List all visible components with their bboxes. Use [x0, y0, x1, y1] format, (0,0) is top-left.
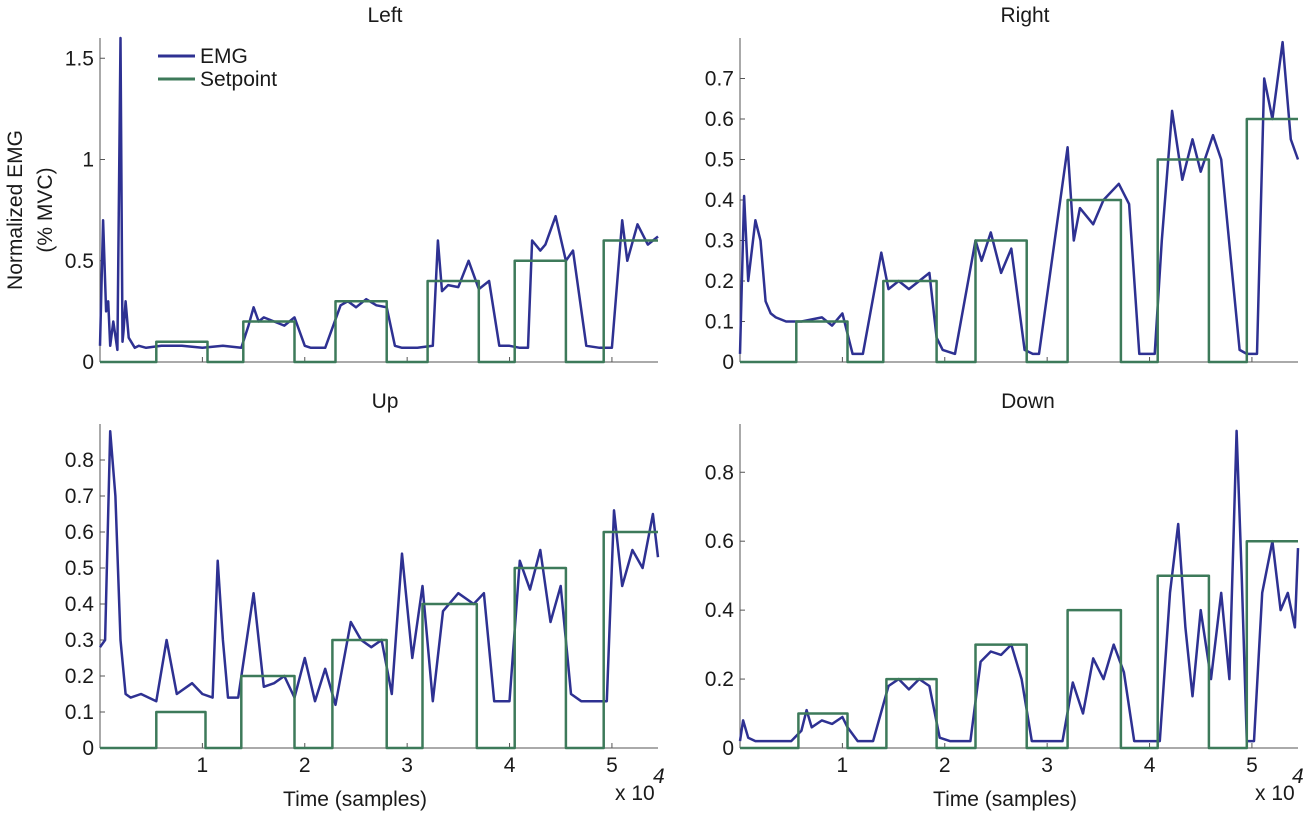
panel-down: Down 0 0.2 0.4 0.6 0.8 1 2 3 4 5	[705, 390, 1300, 777]
panel-down-xtick-label: 3	[1041, 754, 1053, 777]
x-exponent-power-left: 4	[653, 765, 665, 788]
panel-left-emg-line	[98, 36, 659, 352]
panel-up-ytick-label: 0	[82, 737, 94, 760]
panel-up-ytick-label: 0.5	[65, 557, 94, 580]
panel-down-ytick-label: 0.4	[705, 599, 735, 622]
legend-setpoint-label: Setpoint	[200, 68, 277, 91]
panel-up-xtick-label: 4	[504, 754, 516, 777]
panel-right-ytick-label: 0.3	[705, 230, 734, 253]
panel-up-xtick-label: 1	[197, 754, 209, 777]
panel-down-xtick-label: 1	[837, 754, 849, 777]
panel-down-ytick-label: 0	[722, 737, 734, 760]
panel-right-ytick-label: 0.2	[705, 270, 734, 293]
panel-left-title: Left	[367, 4, 402, 27]
panel-down-setpoint-line	[740, 539, 1298, 750]
panel-left-ytick-label: 1.5	[65, 47, 94, 70]
panel-left: Left 0 0.5 1 1.5	[65, 4, 659, 374]
panel-left-ytick-label: 1	[82, 149, 94, 172]
panel-up-title: Up	[372, 390, 399, 413]
panel-up-ytick-label: 0.3	[65, 629, 94, 652]
panel-up-xtick-label: 5	[606, 754, 618, 777]
panel-up-xtick-label: 2	[299, 754, 311, 777]
panel-up-emg-line	[98, 429, 660, 707]
panel-down-xtick-label: 2	[939, 754, 951, 777]
panel-right-ytick-label: 0.5	[705, 149, 734, 172]
panel-left-setpoint-line	[100, 239, 658, 364]
y-axis-label-line1: Normalized EMG	[4, 130, 27, 290]
panel-up-ytick-label: 0.6	[65, 521, 94, 544]
panel-up-ytick-label: 0.2	[65, 665, 94, 688]
x-axis-label-right: Time (samples)	[933, 788, 1077, 811]
panel-down-xtick-label: 4	[1144, 754, 1156, 777]
panel-left-ytick-label: 0	[82, 351, 94, 374]
legend-emg-label: EMG	[200, 45, 248, 68]
panel-down-xtick-label: 5	[1246, 754, 1258, 777]
panel-up-ytick-label: 0.8	[65, 449, 94, 472]
panel-right-ytick-label: 0.7	[705, 68, 734, 91]
legend: EMG Setpoint	[158, 45, 277, 91]
panel-left-ytick-label: 0.5	[65, 250, 94, 273]
panel-up-ytick-label: 0.4	[65, 593, 95, 616]
panel-up-xtick-label: 3	[401, 754, 413, 777]
panel-right-ytick-label: 0.4	[705, 189, 735, 212]
panel-up-ytick-label: 0.7	[65, 485, 94, 508]
x-exponent-power-right: 4	[1292, 765, 1304, 788]
panel-up-ytick-label: 0.1	[65, 701, 94, 724]
panel-right-title: Right	[1000, 4, 1049, 27]
panel-down-emg-line	[738, 429, 1300, 743]
panel-right-ytick-label: 0.1	[705, 311, 734, 334]
panel-right-ytick-label: 0	[722, 351, 734, 374]
x-axis-label-left: Time (samples)	[283, 788, 427, 811]
panel-down-ytick-label: 0.2	[705, 668, 734, 691]
panel-down-ytick-label: 0.6	[705, 530, 734, 553]
x-exponent-label-right: x 10	[1255, 782, 1295, 805]
x-exponent-label-left: x 10	[615, 782, 655, 805]
panel-down-title: Down	[1001, 390, 1055, 413]
panel-right-setpoint-line	[740, 117, 1298, 364]
panel-up-setpoint-line	[100, 530, 658, 750]
panel-right-ytick-label: 0.6	[705, 108, 734, 131]
panel-right-emg-line	[738, 40, 1300, 356]
panel-up: Up 0 0.1 0.2 0.3 0.4 0.5 0.6 0.7 0.8 1 2 3 4 5	[65, 390, 660, 777]
panel-right: Right 0 0.1 0.2 0.3 0.4 0.5 0.6 0.7	[705, 4, 1300, 374]
y-axis-label-line2: (% MVC)	[34, 167, 57, 252]
panel-down-ytick-label: 0.8	[705, 461, 734, 484]
